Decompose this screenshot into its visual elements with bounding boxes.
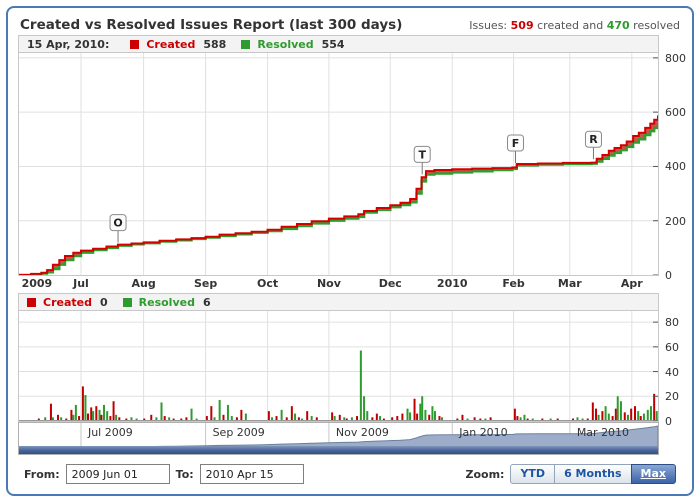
bar-legend-created-value: 0 — [99, 295, 108, 309]
zoom-button-group: YTD 6 Months Max — [510, 464, 676, 484]
from-label: From: — [24, 467, 60, 481]
issues-summary: Issues: 509 created and 470 resolved — [469, 19, 680, 32]
x-axis-label: Feb — [502, 277, 525, 290]
created-swatch-icon — [27, 297, 36, 307]
navigator-label: Nov 2009 — [335, 426, 389, 439]
resolved-line — [19, 124, 658, 275]
issues-resolved-count: 470 — [606, 18, 630, 32]
legend-date: 15 Apr, 2010: — [27, 37, 110, 51]
y-axis-label: 80 — [665, 316, 679, 330]
created-line — [19, 115, 658, 275]
x-axis-label: Apr — [620, 277, 643, 290]
x-axis-label: Sep — [193, 277, 218, 290]
resolved-swatch-icon — [241, 39, 251, 49]
x-axis-label: Nov — [316, 277, 341, 290]
svg-text:F: F — [512, 137, 520, 150]
x-axis-label: Mar — [557, 277, 582, 290]
date-range-controls: From: To: — [24, 464, 304, 484]
main-chart-legend: 15 Apr, 2010: Created 588 Resolved 554 — [18, 35, 659, 53]
navigator-label: Jan 2010 — [459, 426, 508, 439]
navigator-label: Sep 2009 — [212, 426, 265, 439]
chart-flag-O[interactable]: O — [109, 214, 127, 243]
cumulative-chart-plot[interactable]: O T F R — [18, 52, 659, 276]
y-axis-label: 0 — [665, 415, 672, 428]
timeline-navigator[interactable]: Jul 2009 Sep 2009 Nov 2009 Jan 2010 Mar 2010 — [18, 422, 659, 455]
y-axis-label: 20 — [665, 390, 679, 404]
y-axis-label: 200 — [665, 214, 686, 228]
created-bars — [37, 386, 656, 421]
y-axis-label: 800 — [665, 51, 686, 65]
resolved-bars — [44, 350, 658, 421]
x-axis-label: Jul — [73, 277, 89, 290]
svg-text:O: O — [113, 217, 122, 230]
x-axis-label: Oct — [256, 277, 279, 290]
report-window: Created vs Resolved Issues Report (last … — [6, 6, 694, 496]
footer-controls: From: To: Zoom: YTD 6 Months Max — [8, 460, 692, 488]
y-axis-label: 40 — [665, 365, 679, 379]
chart-flag-R[interactable]: R — [584, 130, 602, 160]
bar-legend-resolved-value: 6 — [202, 295, 211, 309]
issues-summary-prefix: Issues: — [469, 18, 508, 32]
zoom-max-button[interactable]: Max — [630, 464, 676, 484]
issues-summary-mid: created and — [537, 18, 604, 32]
navigator-label: Mar 2010 — [576, 426, 630, 439]
x-axis-label: 2010 — [436, 277, 468, 290]
navigator-scrollbar[interactable] — [19, 446, 658, 454]
legend-resolved-label: Resolved — [257, 37, 314, 51]
svg-text:T: T — [418, 148, 426, 161]
to-label: To: — [175, 467, 194, 481]
navigator-label: Jul 2009 — [87, 426, 133, 439]
issues-created-count: 509 — [510, 18, 534, 32]
created-resolved-gap-band — [19, 115, 658, 275]
svg-text:R: R — [589, 133, 598, 146]
chart-flag-T[interactable]: T — [413, 145, 431, 175]
y-axis-label: 0 — [665, 269, 672, 282]
from-date-input[interactable] — [65, 464, 170, 484]
resolved-swatch-icon — [122, 297, 132, 307]
y-axis-label: 400 — [665, 160, 686, 174]
x-axis-label: Aug — [131, 277, 156, 290]
to-date-input[interactable] — [199, 464, 304, 484]
bar-legend-resolved-label: Resolved — [138, 295, 195, 309]
zoom-controls: Zoom: YTD 6 Months Max — [465, 464, 676, 484]
zoom-label: Zoom: — [465, 467, 505, 481]
report-header: Created vs Resolved Issues Report (last … — [20, 13, 680, 37]
zoom-ytd-button[interactable]: YTD — [510, 464, 556, 484]
x-axis-label: 2009 — [21, 277, 53, 290]
legend-resolved-value: 554 — [321, 37, 345, 51]
bar-chart-legend: Created 0 Resolved 6 — [18, 293, 659, 311]
page-title: Created vs Resolved Issues Report (last … — [20, 17, 403, 33]
bar-legend-created-label: Created — [43, 295, 92, 309]
y-axis-label: 600 — [665, 106, 686, 120]
legend-created-value: 588 — [203, 37, 227, 51]
x-axis-label: Dec — [378, 277, 402, 290]
issues-summary-suffix: resolved — [633, 18, 680, 32]
legend-created-label: Created — [146, 37, 196, 51]
chart-flag-F[interactable]: F — [507, 134, 525, 164]
daily-bar-chart-plot[interactable] — [18, 310, 659, 422]
y-axis-label: 60 — [665, 340, 679, 354]
zoom-6months-button[interactable]: 6 Months — [554, 464, 632, 484]
main-chart-x-axis: 2009 Jul Aug Sep Oct Nov Dec 2010 Feb Mar Apr — [18, 277, 678, 292]
created-swatch-icon — [130, 39, 140, 49]
